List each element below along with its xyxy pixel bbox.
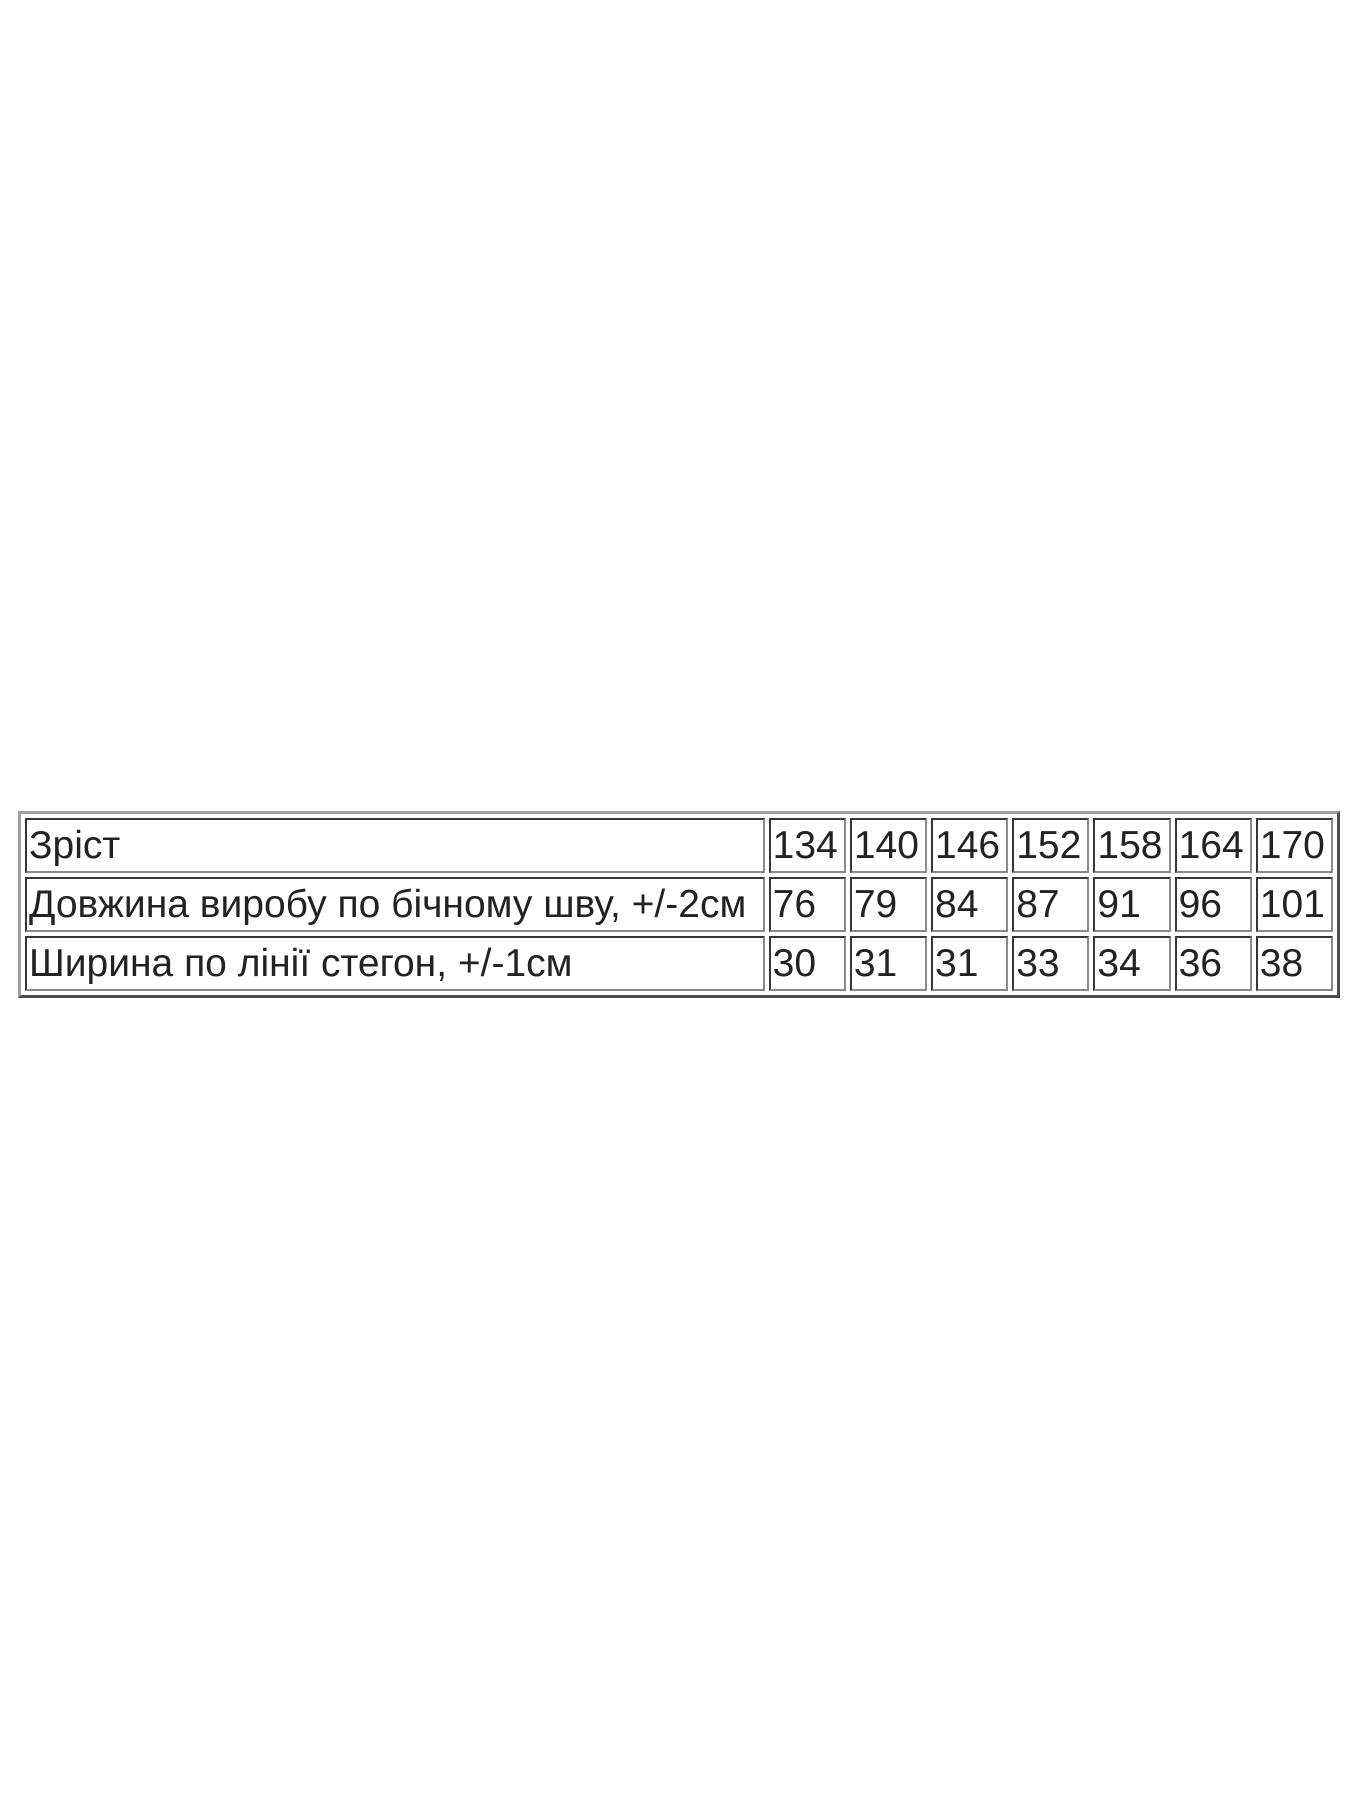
table-row: Ширина по лінії стегон, +/-1см 30 31 31 33 34… [25, 936, 1333, 991]
row-label: Довжина виробу по бічному шву, +/-2см [25, 877, 765, 932]
table-cell: 158 [1093, 818, 1171, 873]
table-cell: 31 [849, 936, 928, 991]
table-cell: 87 [1012, 877, 1090, 932]
table-row: Зріст 134 140 146 152 158 164 170 [25, 818, 1333, 873]
table-cell: 152 [1012, 818, 1090, 873]
table-cell: 31 [931, 936, 1009, 991]
table-cell: 146 [931, 818, 1009, 873]
table-cell: 134 [768, 818, 846, 873]
table-cell: 91 [1093, 877, 1171, 932]
row-label: Зріст [25, 818, 765, 873]
table-cell: 164 [1174, 818, 1252, 873]
table-cell: 30 [768, 936, 846, 991]
table-cell: 34 [1093, 936, 1171, 991]
table-cell: 36 [1174, 936, 1252, 991]
table-cell: 96 [1174, 877, 1252, 932]
table-cell: 101 [1255, 877, 1333, 932]
row-label: Ширина по лінії стегон, +/-1см [25, 936, 765, 991]
table-cell: 170 [1255, 818, 1333, 873]
table-cell: 38 [1255, 936, 1333, 991]
table-row: Довжина виробу по бічному шву, +/-2см 76 7… [25, 877, 1333, 932]
table-cell: 33 [1012, 936, 1090, 991]
size-table: Зріст 134 140 146 152 158 164 170 Довжина виробу… [18, 811, 1340, 998]
table-cell: 79 [849, 877, 928, 932]
table-cell: 76 [768, 877, 846, 932]
table-cell: 84 [931, 877, 1009, 932]
table-cell: 140 [849, 818, 928, 873]
